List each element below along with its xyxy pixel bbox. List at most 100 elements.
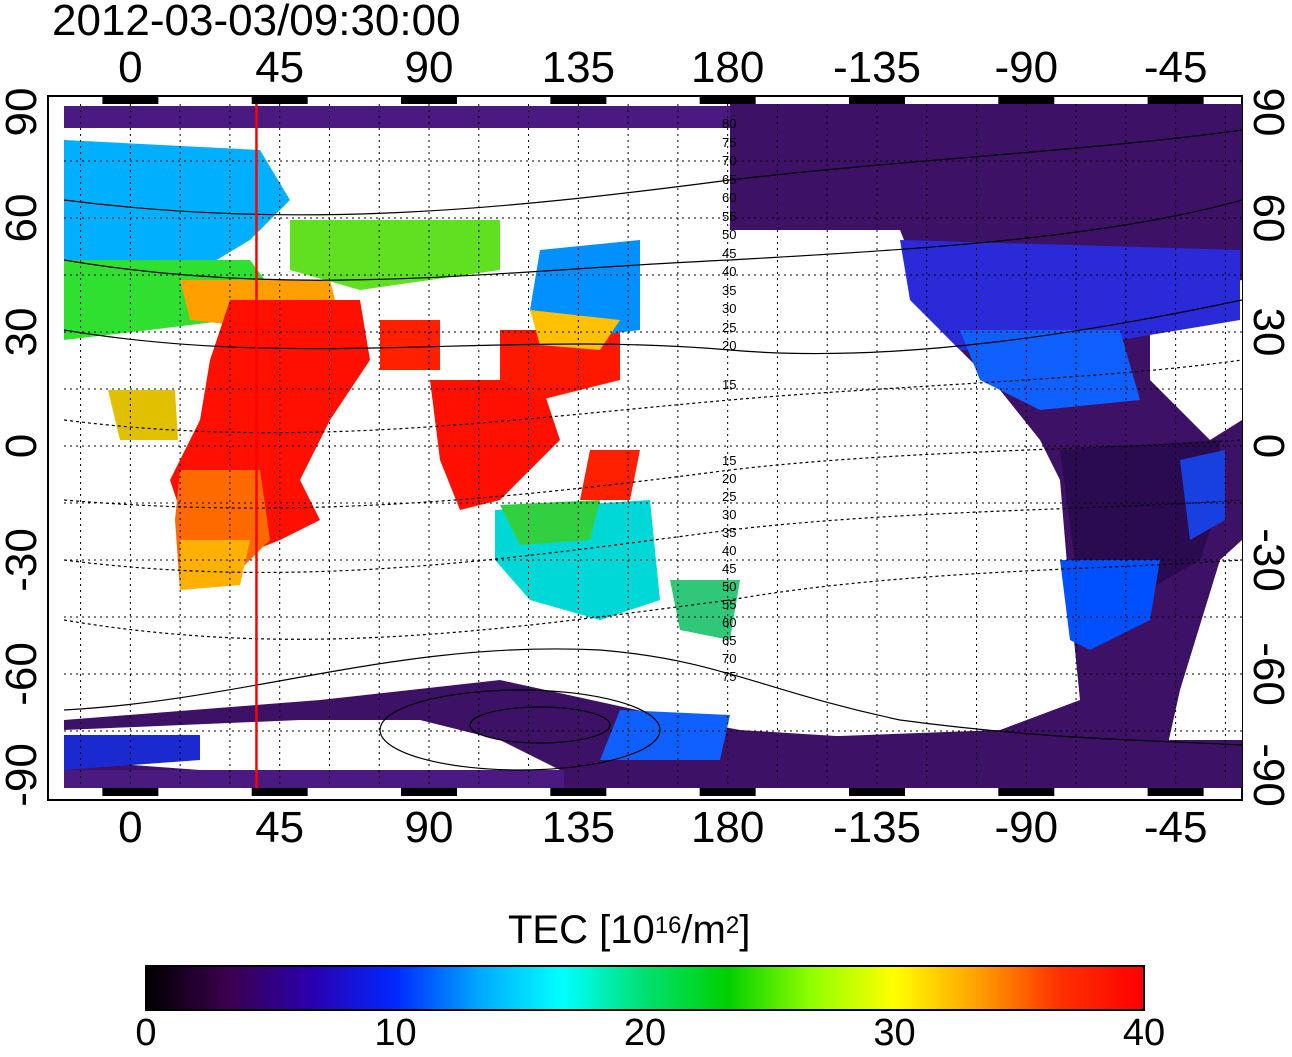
tec-patch <box>64 106 764 128</box>
colorbar-title-mid: /m <box>681 908 726 952</box>
tec-patch <box>290 220 500 290</box>
y-tick-label-right: -30 <box>1244 528 1292 592</box>
y-tick-label-left: 90 <box>0 87 46 137</box>
contour-label: 60 <box>722 615 737 630</box>
y-tick-label-right: -60 <box>1244 642 1292 706</box>
tec-patch <box>380 320 440 370</box>
colorbar-title-suffix: ] <box>739 908 751 952</box>
x-tick-label-top: -45 <box>1143 43 1208 92</box>
axis-tick-bar <box>848 97 905 104</box>
x-tick-label-top: -90 <box>994 43 1059 92</box>
x-tick-label-bottom: -90 <box>994 803 1059 852</box>
contour-label: 65 <box>722 171 737 187</box>
tec-patch <box>960 330 1140 410</box>
axis-tick-bar <box>550 97 607 104</box>
contour-layer <box>64 129 1242 771</box>
tec-patch <box>108 390 178 440</box>
contour-label: 55 <box>722 597 737 612</box>
contour-label: 45 <box>722 561 737 576</box>
x-tick-label-bottom: 180 <box>690 803 765 852</box>
x-tick-label-top: 135 <box>541 43 616 92</box>
y-tick-label-right: 30 <box>1244 307 1292 357</box>
contour-label: 50 <box>722 579 737 594</box>
contour-label: 25 <box>722 489 737 504</box>
axis-tick-bar <box>998 788 1055 796</box>
colorbar-title-exp2: 2 <box>725 912 740 939</box>
colorbar-title-exp1: 16 <box>654 912 682 939</box>
x-tick-label-bottom: 135 <box>541 803 616 852</box>
colorbar-tick-label: 40 <box>1122 1012 1166 1054</box>
y-tick-label-left: -30 <box>0 528 46 592</box>
tec-patch <box>600 710 730 760</box>
axis-tick-bar <box>1147 97 1204 104</box>
axis-tick-bar <box>102 97 159 104</box>
tec-patch <box>430 380 560 510</box>
colorbar-tick-label: 0 <box>135 1012 157 1054</box>
axis-tick-bar <box>401 97 458 104</box>
axis-tick-bar <box>699 788 756 796</box>
x-tick-label-bottom: -45 <box>1143 803 1208 852</box>
tec-patch <box>180 540 250 590</box>
axis-tick-bar <box>998 97 1055 104</box>
tec-patch <box>580 450 640 500</box>
y-tick-label-left: -60 <box>0 642 46 706</box>
tec-empty <box>730 230 1080 740</box>
contour-label: 70 <box>722 651 737 666</box>
tec-patch <box>1180 450 1225 540</box>
contour-label: 80 <box>722 116 737 131</box>
y-tick-label-right: -90 <box>1244 743 1292 807</box>
tec-patch <box>670 580 740 640</box>
contour-label: 35 <box>722 525 737 540</box>
contour-label: 75 <box>722 669 737 684</box>
colorbar <box>145 965 1145 1011</box>
contour-label: 55 <box>722 208 737 224</box>
x-tick-label-bottom: -135 <box>832 803 922 852</box>
x-tick-label-bottom: 45 <box>255 803 305 852</box>
colorbar-tick-label: 10 <box>374 1012 417 1054</box>
contour-label: 15 <box>722 453 737 468</box>
contour-label: 40 <box>722 264 737 279</box>
tec-patch <box>500 500 600 545</box>
contour-label: 45 <box>722 245 737 261</box>
colorbar-tick-label: 20 <box>623 1012 667 1054</box>
y-tick-label-right: 90 <box>1244 87 1292 137</box>
contour-label: 70 <box>722 153 737 168</box>
y-tick-label-left: 0 <box>0 433 46 459</box>
tec-patch <box>64 735 200 770</box>
contour-label: 40 <box>722 543 737 558</box>
colorbar-title-prefix: TEC [10 <box>508 908 655 952</box>
contour-label: 25 <box>722 319 737 335</box>
x-tick-label-top: 45 <box>255 43 305 92</box>
x-tick-label-top: -135 <box>832 43 922 92</box>
y-tick-label-right: 60 <box>1244 193 1292 243</box>
tec-empty <box>1160 540 1242 780</box>
colorbar-tick-label: 30 <box>873 1012 916 1054</box>
x-tick-label-top: 90 <box>404 43 454 92</box>
contour-label: 60 <box>722 190 737 205</box>
axis-tick-bar <box>251 788 308 796</box>
contour-label: 65 <box>722 633 737 648</box>
contour-label: 20 <box>722 471 737 486</box>
map-grid <box>64 104 1242 788</box>
axis-tick-bar <box>1147 788 1204 796</box>
axis-tick-bar <box>251 97 308 104</box>
contour-label: 75 <box>722 134 737 150</box>
contour-label: 50 <box>722 227 737 242</box>
x-tick-label-top: 180 <box>690 43 765 92</box>
y-tick-label-left: 30 <box>0 307 46 357</box>
x-tick-label-bottom: 0 <box>118 803 143 852</box>
contour-label: 30 <box>722 507 737 522</box>
y-tick-label-right: 0 <box>1244 433 1292 459</box>
colorbar-title: TEC [1016/m2] <box>508 905 750 955</box>
contour-label: 20 <box>722 338 737 353</box>
axis-tick-bar <box>102 788 159 796</box>
tec-patch <box>64 770 564 788</box>
tec-patch <box>1060 560 1160 650</box>
x-tick-label-top: 0 <box>118 43 143 92</box>
contour-label: 30 <box>722 301 737 316</box>
axis-tick-bar <box>401 788 458 796</box>
y-tick-label-left: -90 <box>0 743 46 807</box>
axis-tick-bar <box>699 97 756 104</box>
axis-tick-marks <box>102 97 1204 796</box>
